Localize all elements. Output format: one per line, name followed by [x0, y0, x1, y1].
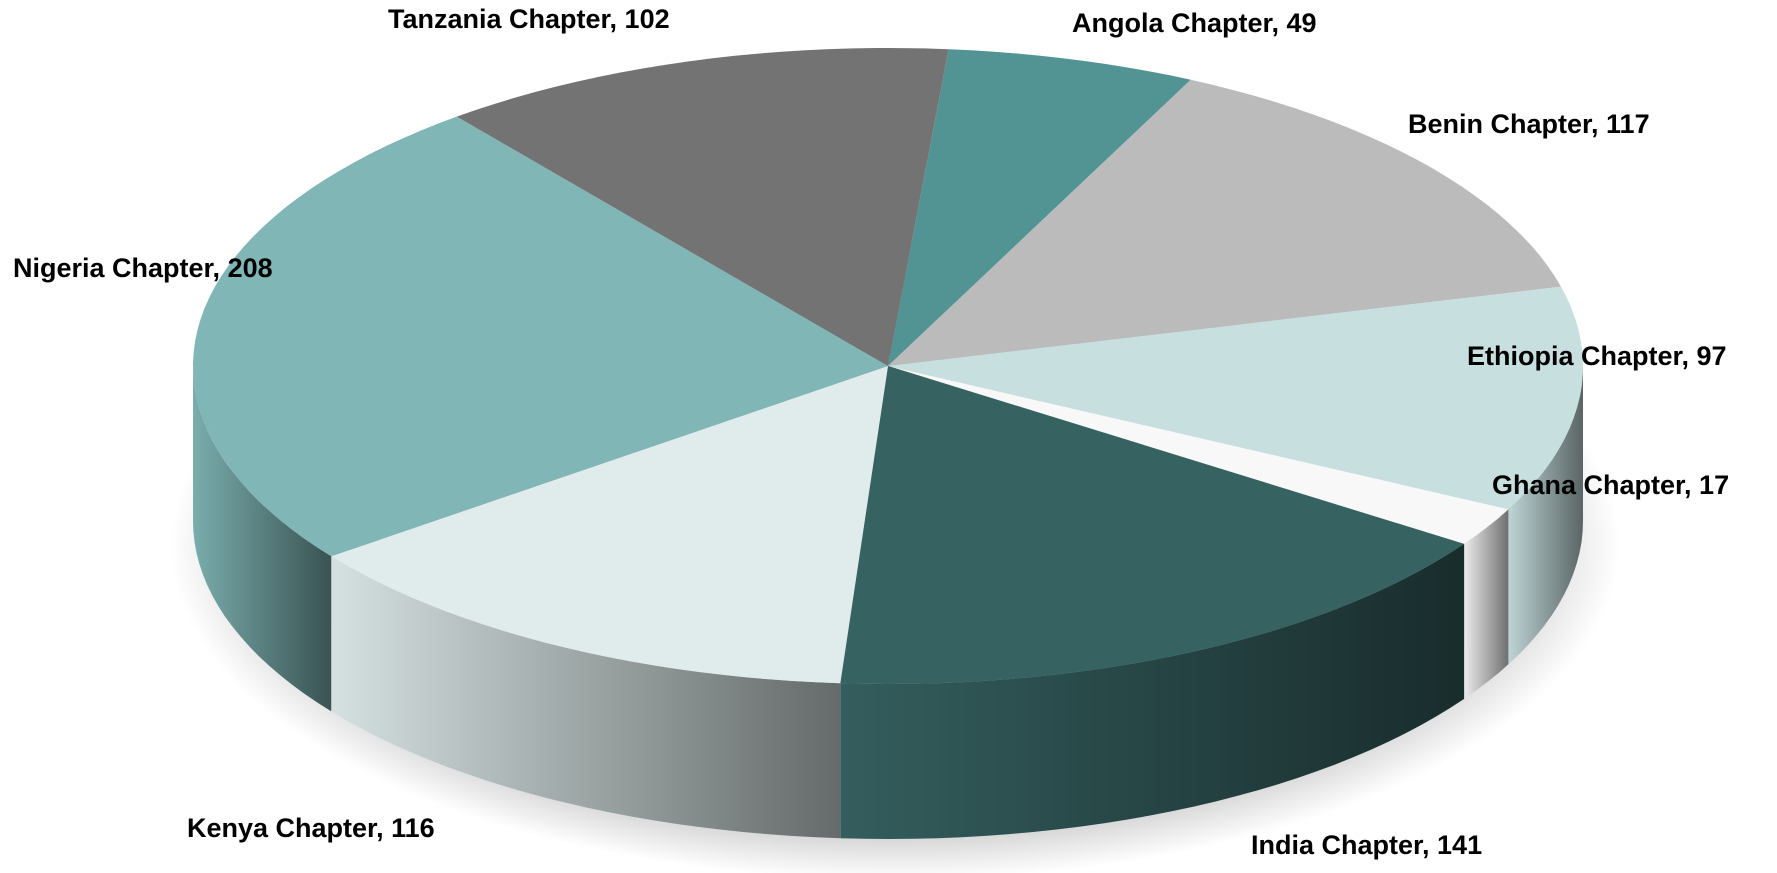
slice [331, 366, 888, 684]
slice [888, 49, 1191, 366]
slice-side-shade [193, 366, 332, 712]
slice-side-shade [1508, 366, 1583, 665]
data-label: Ghana Chapter, 17 [1492, 470, 1729, 500]
data-label: Angola Chapter, 49 [1072, 8, 1317, 38]
data-label: Ethiopia Chapter, 97 [1467, 341, 1727, 371]
slice [840, 366, 1465, 684]
data-label: Nigeria Chapter, 208 [13, 253, 273, 283]
slice-side-shade [1464, 509, 1509, 699]
slice-side-shade [331, 556, 841, 839]
slice [456, 48, 949, 366]
slice [888, 79, 1561, 367]
slice [888, 366, 1509, 544]
slice [193, 116, 888, 557]
data-label: Kenya Chapter, 116 [187, 813, 435, 843]
data-label: India Chapter, 141 [1251, 830, 1482, 860]
slice [888, 286, 1583, 510]
data-label: Benin Chapter, 117 [1408, 109, 1650, 139]
data-label: Tanzania Chapter, 102 [388, 4, 670, 34]
slice-side-shade [840, 543, 1465, 839]
